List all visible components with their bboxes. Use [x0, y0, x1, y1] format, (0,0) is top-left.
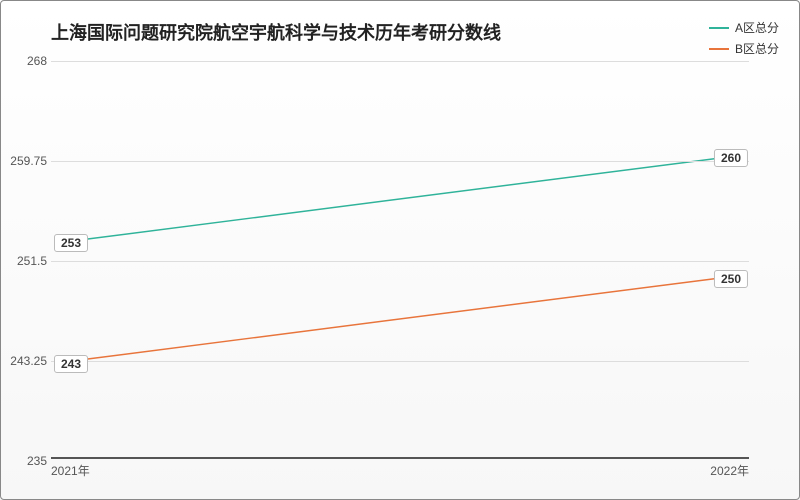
- y-tick-label: 243.25: [3, 354, 47, 368]
- y-tick-label: 251.5: [3, 254, 47, 268]
- legend-swatch-a: [709, 27, 729, 29]
- plot-area: 235243.25251.5259.752682021年2022年2532602…: [51, 61, 749, 459]
- y-tick-label: 235: [3, 454, 47, 468]
- legend-label-b: B区总分: [735, 40, 779, 57]
- chart-container: 上海国际问题研究院航空宇航科学与技术历年考研分数线 A区总分 B区总分 235 2…: [0, 0, 800, 500]
- data-label: 260: [714, 149, 748, 167]
- legend: A区总分 B区总分: [709, 19, 779, 61]
- legend-item-b: B区总分: [709, 40, 779, 57]
- x-tick-label: 2021年: [51, 462, 90, 479]
- data-label: 253: [54, 234, 88, 252]
- legend-item-a: A区总分: [709, 19, 779, 36]
- legend-swatch-b: [709, 48, 729, 50]
- grid-line: [51, 261, 749, 262]
- data-label: 243: [54, 355, 88, 373]
- grid-line: [51, 61, 749, 62]
- series-line: [72, 277, 728, 361]
- y-tick-label: 259.75: [3, 154, 47, 168]
- grid-line: [51, 361, 749, 362]
- chart-svg: [51, 61, 749, 457]
- y-tick-label: 268: [3, 54, 47, 68]
- x-tick-label: 2022年: [710, 462, 749, 479]
- legend-label-a: A区总分: [735, 19, 779, 36]
- grid-line: [51, 161, 749, 162]
- series-line: [72, 157, 728, 241]
- chart-title: 上海国际问题研究院航空宇航科学与技术历年考研分数线: [51, 19, 501, 45]
- data-label: 250: [714, 270, 748, 288]
